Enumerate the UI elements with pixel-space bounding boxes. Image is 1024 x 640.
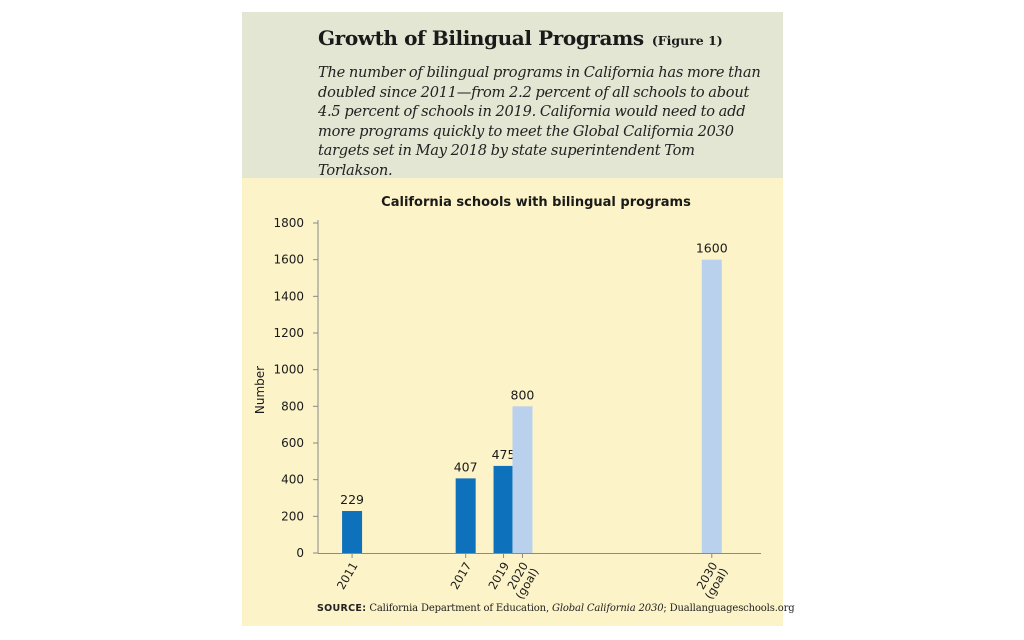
y-tick-label: 1800 xyxy=(273,216,304,230)
y-tick-label: 200 xyxy=(281,509,304,523)
y-tick-label: 1000 xyxy=(273,363,304,377)
data-label-2030: 1600 xyxy=(696,241,728,256)
figure-card: Growth of Bilingual Programs (Figure 1) … xyxy=(242,12,795,626)
figure-number: (Figure 1) xyxy=(651,33,723,48)
figure-title: Growth of Bilingual Programs (Figure 1) xyxy=(318,26,723,50)
chart-title: California schools with bilingual progra… xyxy=(381,195,691,210)
bar-2011 xyxy=(342,511,363,553)
y-tick-label: 400 xyxy=(281,473,304,487)
y-tick-label: 600 xyxy=(281,436,304,450)
source-text-end: ; Duallanguageschools.org xyxy=(663,603,795,614)
source-note: SOURCE: California Department of Educati… xyxy=(317,603,795,614)
bar-chart: California schools with bilingual progra… xyxy=(253,195,761,602)
figure-header: Growth of Bilingual Programs (Figure 1) … xyxy=(242,12,783,179)
bar-2030 xyxy=(701,259,722,553)
source-label: SOURCE: xyxy=(317,603,367,614)
y-tick-label: 1600 xyxy=(273,253,304,267)
bar-2020 xyxy=(512,406,533,553)
source-text: California Department of Education, xyxy=(366,603,553,614)
x-category-label-line: 2017 xyxy=(447,560,474,592)
bar-2019 xyxy=(493,465,514,553)
data-label-2017: 407 xyxy=(454,459,478,474)
y-tick-label: 1400 xyxy=(273,289,304,303)
title-text: Growth of Bilingual Programs xyxy=(318,26,644,50)
x-category-label-2030: 2030(goal) xyxy=(691,560,730,602)
data-label-2020: 800 xyxy=(511,387,535,402)
y-axis-label: Number xyxy=(253,366,267,414)
x-category-label-2011: 2011 xyxy=(334,560,361,592)
data-label-2019: 475 xyxy=(492,447,516,462)
y-tick-label: 800 xyxy=(281,399,304,413)
bar-2017 xyxy=(455,478,476,553)
x-category-label-2017: 2017 xyxy=(447,560,474,592)
y-tick-label: 1200 xyxy=(273,326,304,340)
source-italic-text: Global California 2030 xyxy=(552,603,664,614)
y-tick-label: 0 xyxy=(296,546,304,560)
data-label-2011: 229 xyxy=(340,492,364,507)
figure-subtitle: The number of bilingual programs in Cali… xyxy=(318,64,761,179)
x-category-label-line: 2011 xyxy=(334,560,361,592)
